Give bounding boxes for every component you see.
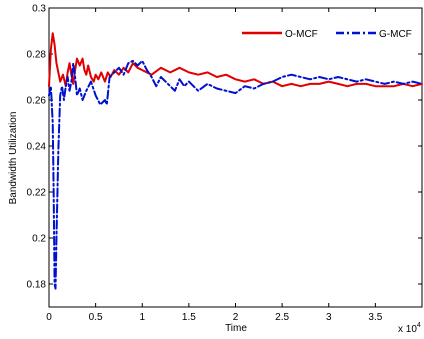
x-axis-ticks: 0 0.5 1 1.5 2 2.5 3 3.5 xyxy=(46,8,383,323)
y-tick-label: 0.24 xyxy=(27,142,47,153)
legend-label-o-mcf: O-MCF xyxy=(285,29,318,40)
series-line-g-mcf xyxy=(48,59,423,290)
x-axis-multiplier-base: x 10 xyxy=(398,324,417,335)
x-axis-multiplier: x 104 xyxy=(398,322,421,335)
x-tick-label: 3.5 xyxy=(368,312,382,323)
legend: O-MCF G-MCF xyxy=(242,29,412,40)
y-tick-label: 0.26 xyxy=(27,96,47,107)
x-tick-label: 1 xyxy=(139,312,145,323)
x-tick-label: 2 xyxy=(233,312,239,323)
y-tick-label: 0.2 xyxy=(32,234,46,245)
y-tick-label: 0.28 xyxy=(27,50,47,61)
x-tick-label: 3 xyxy=(326,312,332,323)
x-tick-label: 0 xyxy=(46,312,52,323)
x-tick-label: 1.5 xyxy=(182,312,196,323)
plot-area-frame xyxy=(48,7,423,308)
x-tick-label: 0.5 xyxy=(89,312,103,323)
y-tick-label: 0.22 xyxy=(27,188,47,199)
y-axis-ticks: 0.18 0.2 0.22 0.24 0.26 0.28 0.3 xyxy=(27,4,422,291)
y-axis-label: Bandwidth Utilization xyxy=(8,112,19,205)
x-tick-label: 2.5 xyxy=(275,312,289,323)
y-tick-label: 0.3 xyxy=(32,4,46,15)
series-layer xyxy=(48,32,423,290)
legend-label-g-mcf: G-MCF xyxy=(379,29,412,40)
y-tick-label: 0.18 xyxy=(27,280,47,291)
x-axis-multiplier-exponent: 4 xyxy=(417,322,421,329)
series-line-o-mcf xyxy=(48,32,423,88)
x-axis-label: Time xyxy=(225,323,247,334)
